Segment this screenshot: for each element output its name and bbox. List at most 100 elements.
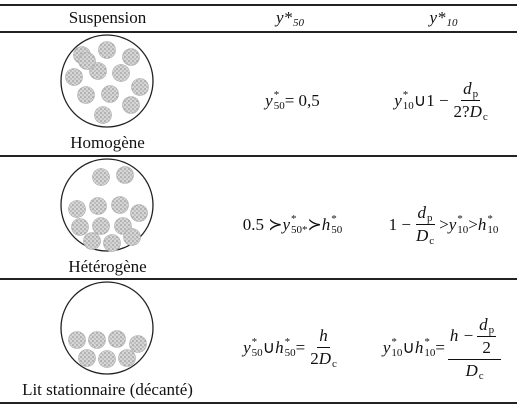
particle (78, 87, 95, 104)
subscript: 50 (285, 348, 296, 359)
rule (0, 402, 517, 404)
particle (66, 69, 83, 86)
term: h (319, 326, 328, 346)
term-text: 1 − (389, 215, 411, 235)
particle (113, 65, 130, 82)
term: h*50 (322, 214, 343, 236)
superscript: * (403, 90, 414, 101)
term-text: = (435, 338, 445, 358)
script: *50 (274, 90, 285, 112)
suspension-label: Hétérogène (0, 257, 215, 277)
term: 2 (310, 349, 319, 369)
subscript: p (427, 212, 433, 224)
particle (69, 332, 86, 349)
denominator: 2 (480, 337, 493, 358)
term-text: y* (276, 8, 292, 28)
header-suspension: Suspension (0, 5, 215, 31)
term-text: 2? (454, 102, 470, 122)
script: *50* (291, 214, 308, 236)
term-text: y (449, 215, 457, 235)
script: *10 (403, 90, 414, 112)
particle (124, 229, 141, 246)
rule (0, 31, 517, 33)
script: *50 (252, 337, 263, 359)
term: h*10 (478, 214, 499, 236)
fraction: h2Dc (308, 326, 339, 369)
term-text: ∪ (263, 338, 275, 358)
particle (89, 332, 106, 349)
term-text: 2 (310, 349, 319, 369)
term-text: D (416, 226, 428, 246)
term: ∪ (402, 338, 414, 358)
particle (109, 331, 126, 348)
superscript: * (487, 214, 498, 225)
subscript: p (489, 324, 495, 336)
numerator: h − dp2 (448, 315, 501, 360)
particle (79, 53, 96, 70)
particle (123, 49, 140, 66)
term-text: h (322, 215, 331, 235)
formula-y50: y*50 ∪ h*50 = h2Dc (215, 298, 370, 397)
particle (93, 169, 110, 186)
term: = 0,5 (285, 91, 320, 111)
term-text: y (265, 91, 273, 111)
term: y*50 (276, 8, 304, 28)
superscript: * (274, 90, 285, 101)
term: > (468, 215, 478, 235)
superscript: * (252, 337, 263, 348)
term-text: y (282, 215, 290, 235)
numerator: h (317, 326, 330, 348)
term-text: y (394, 91, 402, 111)
subscript: 50 (274, 101, 285, 112)
term-text: h (415, 338, 424, 358)
term: Dc (465, 361, 483, 381)
term-text: d (463, 79, 472, 99)
particle (130, 336, 147, 353)
term-text: h (478, 215, 487, 235)
suspension-label: Lit stationnaire (décanté) (0, 380, 215, 400)
superscript: * (285, 337, 296, 348)
term: 1 − (389, 215, 411, 235)
term-text: d (418, 203, 427, 223)
subscript: 50 (331, 225, 342, 236)
subscript: c (479, 370, 484, 382)
header-y10: y*10 (370, 5, 517, 31)
term: y*10 (429, 8, 457, 28)
term: y*10 (383, 337, 403, 359)
term: h*50 (275, 337, 296, 359)
term: Dc (416, 226, 434, 246)
term-text: D (319, 349, 331, 369)
term-text: h − (450, 326, 474, 346)
particle (99, 351, 116, 368)
rule (0, 278, 517, 280)
term: y*50* (282, 214, 307, 236)
term: 2 (482, 338, 491, 358)
term-text: y* (429, 8, 445, 28)
term-text: D (465, 361, 477, 381)
subscript: 10 (457, 225, 468, 236)
superscript: * (331, 214, 342, 225)
term: y*10 (394, 90, 414, 112)
subscript: 10 (424, 348, 435, 359)
superscript: * (457, 214, 468, 225)
subscript: p (473, 88, 479, 100)
term: y*10 (449, 214, 469, 236)
script: *10 (424, 337, 435, 359)
term: ≻ (308, 215, 322, 235)
particle (99, 42, 116, 59)
particle (117, 167, 134, 184)
term-text: y (243, 338, 251, 358)
subscript: 10 (447, 17, 458, 29)
term-text: = 0,5 (285, 91, 320, 111)
